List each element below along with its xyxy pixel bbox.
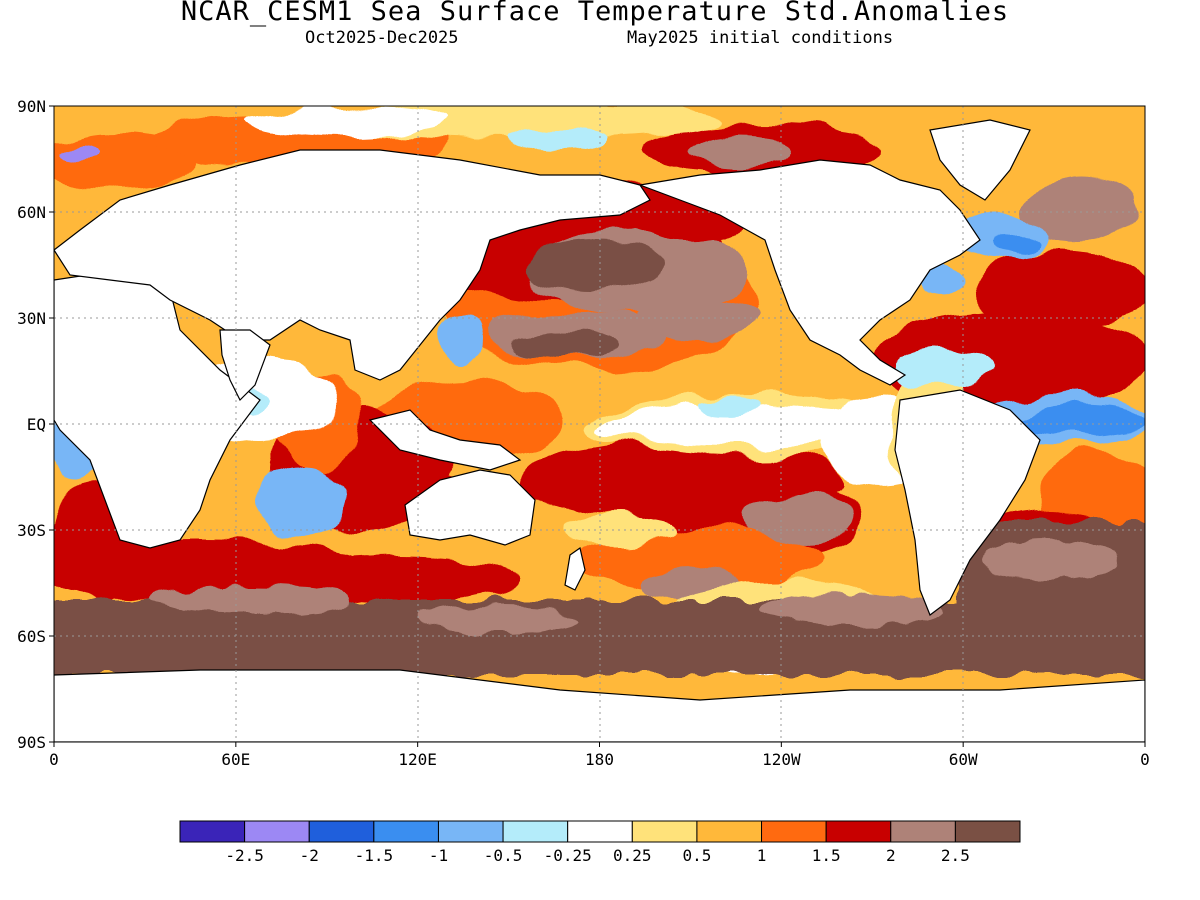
lon-tick-label: 0 [49,750,59,769]
colorbar-label: -0.25 [544,846,592,865]
lat-tick-label: 90N [17,97,46,116]
colorbar-swatch [179,820,246,843]
lat-tick-label: 30S [17,521,46,540]
lon-tick-label: 120E [398,750,437,769]
cool-anomalies [54,128,1145,650]
lon-tick-label: 120W [762,750,801,769]
colorbar-label: 0.5 [682,846,711,865]
colorbar-label: 2 [886,846,896,865]
grid-lines [54,106,1145,742]
lat-tick-label: 60S [17,627,46,646]
forecast-period: Oct2025-Dec2025 [305,28,459,48]
colorbar-label: 1 [757,846,767,865]
initial-conditions: May2025 initial conditions [627,28,894,48]
latitude-axis: 90N 60N 30N EQ 30S 60S 90S [17,97,54,752]
colorbar-label: 0.25 [613,846,652,865]
india-land [219,329,271,402]
colorbar-swatch [373,820,439,843]
colorbar-swatch [696,820,763,843]
lat-tick-label: 30N [17,309,46,328]
colorbar-label: -0.5 [484,846,523,865]
colorbar-swatch [244,820,310,843]
colorbar: -2.5 -2 -1.5 -1 -0.5 -0.25 0.25 0.5 1 1.5 2 2.5 [179,820,1021,865]
south-america-land [894,389,1041,616]
lat-tick-label: EQ [27,415,46,434]
colorbar-label: -1.5 [355,846,394,865]
lon-tick-label: 60W [949,750,978,769]
map-title: NCAR_CESM1 Sea Surface Temperature Std.A… [180,0,1010,27]
colorbar-swatch [437,820,504,843]
colorbar-swatch [825,820,892,843]
colorbar-label: -1 [429,846,448,865]
longitude-axis: 0 60E 120E 180 120W 60W 0 [49,742,1150,769]
lon-tick-label: 180 [585,750,614,769]
colorbar-swatch [631,820,698,843]
australia-land [404,469,536,546]
lon-tick-label: 60E [221,750,250,769]
anomaly-field [54,106,1145,742]
southern-ocean-band [54,520,1145,675]
colorbar-swatch [890,820,956,843]
colorbar-swatch [567,820,633,843]
colorbar-label: -2 [300,846,319,865]
new-zealand-land [564,546,586,591]
colorbar-label: 2.5 [941,846,970,865]
colorbar-label: 1.5 [812,846,841,865]
africa-land [54,269,261,549]
lon-tick-label: 0 [1140,750,1150,769]
colorbar-swatch [502,820,569,843]
colorbar-swatch [761,820,827,843]
land-masses [54,119,1145,742]
colorbar-label: -2.5 [225,846,264,865]
greenland-land [929,119,1031,201]
colorbar-swatch [308,820,375,843]
lat-tick-label: 60N [17,203,46,222]
north-america-land [637,159,981,386]
lat-tick-label: 90S [17,733,46,752]
colorbar-swatch [954,820,1021,843]
indonesia-land [368,409,522,471]
